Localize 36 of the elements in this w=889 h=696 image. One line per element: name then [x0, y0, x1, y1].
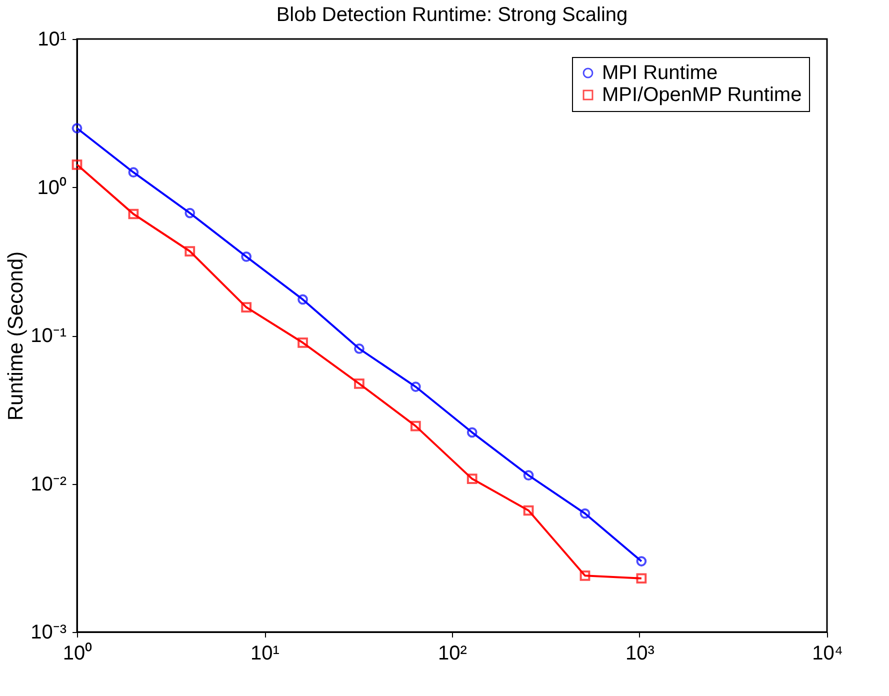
point — [298, 337, 308, 348]
point — [298, 294, 308, 305]
point — [636, 573, 647, 584]
legend-label: MPI Runtime — [602, 62, 718, 84]
y-axis-title: Runtime (Second) — [4, 251, 28, 421]
x-tick-label: 10⁴ — [812, 642, 843, 664]
y-tick-label: 10¹ — [38, 28, 67, 50]
point — [241, 252, 252, 262]
point — [466, 474, 478, 484]
y-tick-label: 10⁰ — [37, 176, 66, 199]
point — [410, 382, 421, 392]
legend-label: MPI/OpenMP Runtime — [602, 84, 802, 106]
point — [128, 208, 139, 220]
point — [523, 470, 534, 480]
point — [523, 505, 534, 516]
x-tick-label: 10³ — [626, 642, 655, 664]
y-tick-label: 10⁻² — [30, 473, 67, 496]
point — [72, 123, 82, 134]
point — [580, 508, 590, 519]
chart-title: Blob Detection Runtime: Strong Scaling — [276, 4, 628, 26]
point — [184, 208, 196, 218]
point — [636, 556, 647, 566]
point — [184, 246, 196, 256]
point — [241, 302, 252, 312]
point — [410, 420, 421, 432]
point — [72, 159, 82, 170]
point — [354, 343, 364, 354]
x-tick-label: 10² — [438, 642, 468, 664]
point — [354, 378, 364, 389]
point — [580, 570, 590, 581]
point — [466, 427, 478, 438]
x-tick-label: 10⁰ — [62, 642, 92, 664]
point — [128, 167, 139, 178]
y-tick-label: 10⁻³ — [30, 622, 67, 644]
x-tick-label: 10¹ — [250, 642, 280, 664]
y-tick-label: 10⁻¹ — [30, 325, 67, 347]
